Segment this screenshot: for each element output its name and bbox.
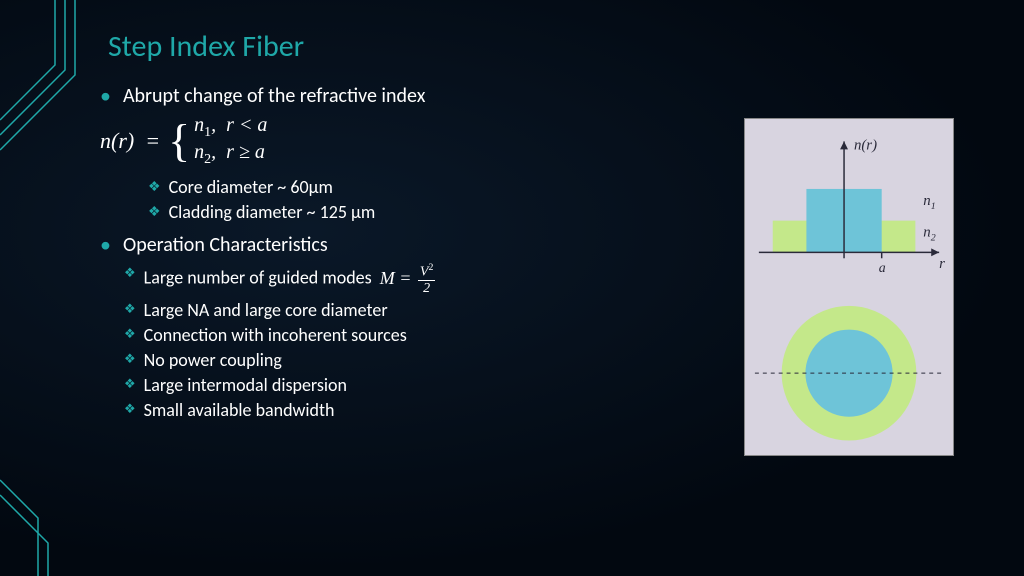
eq-case: n2, r ≥ a xyxy=(194,141,267,168)
bullet-text: Cladding diameter ~ 125 µm xyxy=(169,201,376,223)
brace-icon: { xyxy=(168,120,190,161)
eq-case: n1, r < a xyxy=(194,114,267,141)
bullet-marker: • xyxy=(100,233,111,257)
bullet-text: Small available bandwidth xyxy=(144,399,335,421)
bullet-text: Operation Characteristics xyxy=(123,233,328,257)
equation-piecewise: n(r) = { n1, r < a n2, r ≥ a xyxy=(100,114,660,168)
diamond-icon: ❖ xyxy=(124,349,136,371)
inline-equation: M = V2 2 xyxy=(380,268,436,288)
bullet-level1: • Operation Characteristics xyxy=(100,233,660,257)
diamond-icon: ❖ xyxy=(148,201,161,223)
slide-decoration xyxy=(0,0,100,576)
frac-den: 2 xyxy=(423,281,430,296)
tick-label: a xyxy=(879,260,886,275)
bullet-level2: ❖ No power coupling xyxy=(124,349,660,371)
slide-title: Step Index Fiber xyxy=(108,28,304,65)
bullet-level2: ❖ Core diameter ~ 60µm xyxy=(148,176,660,198)
slide-body: • Abrupt change of the refractive index … xyxy=(100,78,660,424)
bullet-text: Abrupt change of the refractive index xyxy=(123,84,425,108)
bullet-text: Large number of guided modes M = V2 2 xyxy=(144,263,436,296)
diamond-icon: ❖ xyxy=(124,374,136,396)
diamond-icon: ❖ xyxy=(148,176,161,198)
axis-label: r xyxy=(939,256,945,272)
bullet-text: Core diameter ~ 60µm xyxy=(169,176,333,198)
bullet-level2: ❖ Large NA and large core diameter xyxy=(124,299,660,321)
frac-num: V2 xyxy=(418,263,435,281)
bullet-text: No power coupling xyxy=(144,349,282,371)
diamond-icon: ❖ xyxy=(124,324,136,346)
bullet-level1: • Abrupt change of the refractive index xyxy=(100,84,660,108)
bullet-level2: ❖ Large number of guided modes M = V2 2 xyxy=(124,263,660,296)
bullet-level2: ❖ Small available bandwidth xyxy=(124,399,660,421)
bullet-level2: ❖ Connection with incoherent sources xyxy=(124,324,660,346)
bullet-text: Large NA and large core diameter xyxy=(144,299,388,321)
bullet-level2: ❖ Cladding diameter ~ 125 µm xyxy=(148,201,660,223)
bullet-marker: • xyxy=(100,84,111,108)
diamond-icon: ❖ xyxy=(124,399,136,421)
bullet-text: Large intermodal dispersion xyxy=(144,374,347,396)
diamond-icon: ❖ xyxy=(124,299,136,321)
eq-lhs: n(r) = xyxy=(100,128,160,154)
axis-label: n(r) xyxy=(854,137,877,153)
diamond-icon: ❖ xyxy=(124,263,136,285)
bullet-level2: ❖ Large intermodal dispersion xyxy=(124,374,660,396)
bullet-text: Connection with incoherent sources xyxy=(144,324,407,346)
fiber-diagram: n(r) r n1 n2 a xyxy=(744,118,954,456)
